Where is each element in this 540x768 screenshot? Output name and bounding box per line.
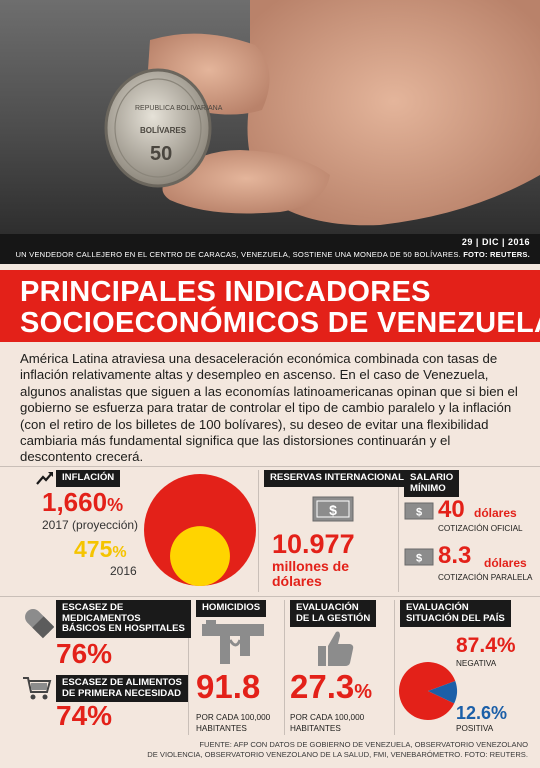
inflation-circles-chart — [144, 474, 256, 586]
pie-slice-negative — [399, 662, 456, 720]
reserves-value: 10.977 — [272, 529, 355, 559]
country-positive-label: POSITIVA — [456, 724, 494, 733]
food-label-line-1: ESCASEZ DE ALIMENTOS — [62, 677, 182, 688]
divider-scarcity-homicides — [188, 600, 189, 735]
country-negative-label: NEGATIVA — [456, 659, 497, 668]
food-label: ESCASEZ DE ALIMENTOS DE PRIMERA NECESIDA… — [56, 675, 188, 702]
inflation-2017-label: 2017 (proyección) — [42, 518, 139, 532]
country-negative-value: 87.4% — [456, 634, 516, 657]
food-value: 74% — [56, 700, 113, 731]
divider-homicides-management — [284, 600, 285, 735]
section-divider-middle — [0, 596, 540, 597]
coin-value: 50 — [150, 143, 172, 165]
management-label: EVALUACIÓN DE LA GESTIÓN — [290, 600, 377, 627]
caption-date: 29 | DIC | 2016 — [461, 237, 530, 247]
divider-reserves-salary — [398, 470, 399, 592]
inflation-2017-value: 1,660% — [42, 487, 123, 518]
dollar-bill-icon-parallel: $ — [404, 548, 434, 566]
title-line-2: SOCIOECONÓMICOS DE VENEZUELA — [20, 307, 540, 339]
divider-management-country — [394, 600, 395, 735]
title-line-1: PRINCIPALES INDICADORES — [20, 276, 431, 308]
medicine-label-line-2: MEDICAMENTOS — [62, 612, 141, 624]
coin-text-mid: BOLÍVARES — [140, 126, 187, 135]
source-footer: FUENTE: AFP CON DATOS DE GOBIERNO DE VEN… — [108, 740, 528, 760]
divider-inflation-reserves — [258, 470, 259, 592]
homicides-note-line-1: POR CADA 100,000 — [196, 713, 271, 722]
inflation-2016-pct: % — [112, 544, 127, 561]
medicine-value: 76% — [56, 638, 113, 669]
reserves-unit-line-1: millones de — [272, 558, 350, 574]
medicine-label-line-3: BÁSICOS EN HOSPITALES — [62, 623, 185, 634]
salary-parallel-unit: dólares — [484, 556, 527, 570]
footer-line-2: DE VIOLENCIA, OBSERVATORIO VENEZOLANO DE… — [147, 750, 528, 759]
salary-parallel-label: COTIZACIÓN PARALELA — [438, 573, 533, 582]
country-label: EVALUACIÓN SITUACIÓN DEL PAÍS — [400, 600, 511, 627]
inflation-2016-value: 475% — [74, 536, 127, 563]
country-positive-value: 12.6% — [456, 703, 508, 723]
svg-text:$: $ — [329, 502, 337, 518]
management-label-line-2: DE LA GESTIÓN — [296, 612, 371, 624]
thumbs-up-icon — [318, 631, 354, 666]
trend-up-icon — [36, 472, 53, 485]
dollar-bill-icon-official: $ — [404, 502, 434, 520]
caption-credit: FOTO: REUTERS. — [463, 250, 530, 259]
photo-hand-coin: REPUBLICA BOLIVARIANA BOLÍVARES 50 — [104, 0, 540, 226]
management-value: 27.3% — [290, 668, 372, 706]
title-band: PRINCIPALES INDICADORES SOCIOECONÓMICOS … — [0, 270, 540, 342]
management-pct: % — [354, 681, 373, 703]
salary-parallel-value: 8.3 — [438, 542, 472, 569]
coin-text-top: REPUBLICA BOLIVARIANA — [135, 105, 223, 112]
inflation-2016-label: 2016 — [110, 564, 137, 578]
footer-line-1: FUENTE: AFP CON DATOS DE GOBIERNO DE VEN… — [199, 740, 528, 749]
salary-official-value: 40 — [438, 496, 465, 523]
salary-label: SALARIO MÍNIMO — [404, 470, 460, 497]
salary-official-label: COTIZACIÓN OFICIAL — [438, 524, 523, 533]
shopping-cart-icon — [23, 677, 52, 700]
pill-icon — [25, 609, 54, 639]
management-label-line-1: EVALUACIÓN — [296, 602, 359, 613]
intro-paragraph: América Latina atraviesa una desacelerac… — [20, 351, 518, 465]
salary-label-line-1: SALARIO — [410, 472, 454, 483]
gun-icon — [202, 620, 264, 664]
header-photo: REPUBLICA BOLIVARIANA BOLÍVARES 50 — [0, 0, 540, 234]
country-pie-chart — [399, 662, 457, 720]
country-label-line-1: EVALUACIÓN — [406, 602, 469, 613]
management-note-line-2: HABITANTES — [290, 724, 341, 733]
section-divider-top — [0, 466, 540, 467]
homicides-note-line-2: HABITANTES — [196, 724, 247, 733]
caption-description: UN VENDEDOR CALLEJERO EN EL CENTRO DE CA… — [15, 250, 461, 259]
country-label-line-2: SITUACIÓN DEL PAÍS — [406, 612, 505, 624]
svg-text:$: $ — [416, 507, 422, 519]
inflation-2017-pct: % — [107, 495, 124, 515]
inflation-2016-circle — [170, 526, 230, 586]
inflation-2017-number: 1,660 — [42, 487, 108, 517]
medicine-label-line-1: ESCASEZ DE — [62, 602, 124, 613]
photo-caption-bar: 29 | DIC | 2016 UN VENDEDOR CALLEJERO EN… — [0, 234, 540, 264]
food-label-line-2: DE PRIMERA NECESIDAD — [62, 687, 182, 699]
management-number: 27.3 — [290, 668, 355, 705]
caption-text: UN VENDEDOR CALLEJERO EN EL CENTRO DE CA… — [15, 250, 530, 259]
dollar-bill-icon: $ — [312, 496, 354, 522]
salary-official-unit: dólares — [474, 506, 517, 520]
inflation-2016-number: 475 — [74, 536, 113, 562]
pie-slice-positive — [428, 681, 457, 704]
management-note-line-1: POR CADA 100,000 — [290, 713, 365, 722]
homicides-value: 91.8 — [196, 668, 261, 705]
reserves-label: RESERVAS INTERNACIONALES — [264, 470, 423, 487]
svg-text:$: $ — [416, 553, 422, 565]
inflation-label: INFLACIÓN — [56, 470, 121, 487]
medicine-label: ESCASEZ DE MEDICAMENTOS BÁSICOS EN HOSPI… — [56, 600, 191, 638]
homicides-label: HOMICIDIOS — [196, 600, 267, 617]
reserves-unit-line-2: dólares — [272, 573, 322, 589]
salary-label-line-2: MÍNIMO — [410, 482, 446, 494]
